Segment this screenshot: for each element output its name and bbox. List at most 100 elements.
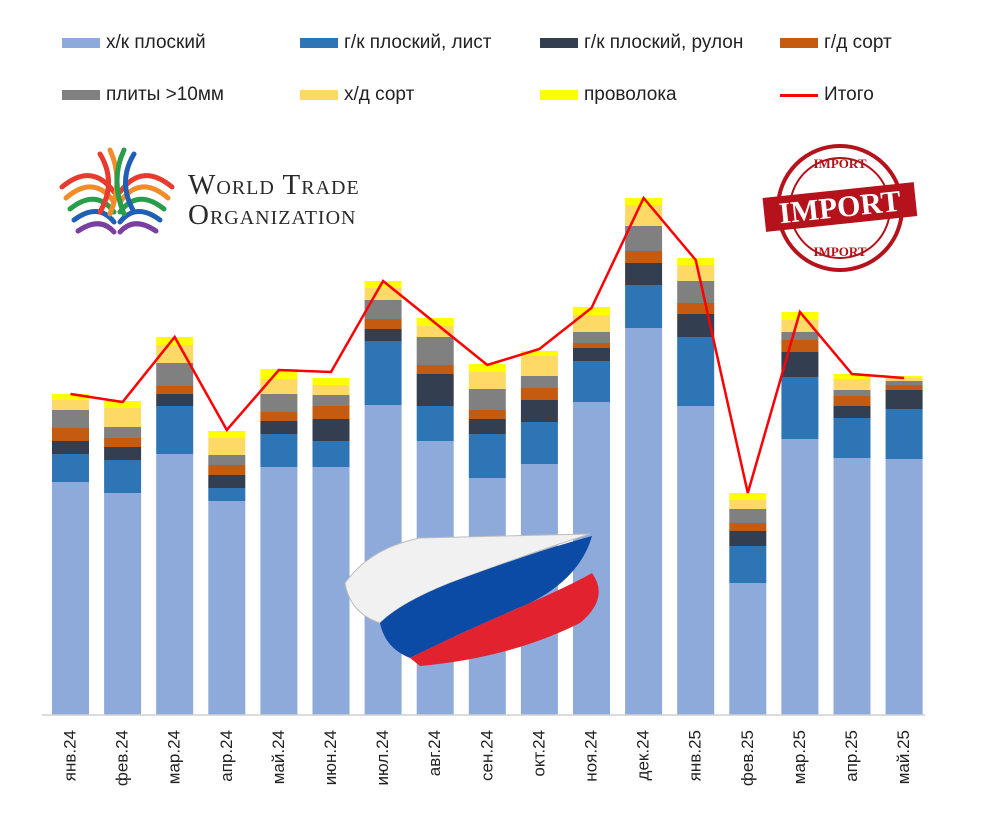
x-tick-label: июн.24 — [321, 730, 340, 785]
bar-segment — [885, 378, 923, 381]
x-tick-label: авг.24 — [425, 730, 444, 776]
legend-label: плиты >10мм — [106, 84, 224, 105]
bar-segment — [52, 400, 89, 410]
import-stamp: IMPORT IMPORT IMPORT — [760, 138, 920, 278]
bar-segment — [416, 326, 454, 337]
bar-segment — [625, 285, 663, 328]
bar-segment — [468, 410, 506, 419]
bar-segment — [833, 418, 871, 458]
legend-item: г/д сорт — [780, 32, 892, 54]
bar-segment — [364, 300, 402, 319]
bar-segment — [104, 427, 142, 438]
bar-segment — [312, 467, 350, 715]
bar-segment — [677, 265, 715, 281]
bar-segment — [52, 394, 89, 400]
x-tick-label: мар.24 — [165, 730, 184, 784]
bar-segment — [52, 410, 89, 428]
bar-segment — [885, 385, 923, 390]
bar-segment — [468, 364, 506, 372]
bar-segment — [416, 406, 454, 441]
chart-legend: х/к плоский г/к плоский, лист г/к плоский,… — [0, 0, 986, 130]
bar-segment — [156, 337, 194, 345]
bar-segment — [208, 455, 246, 465]
wto-emblem-icon — [59, 147, 175, 235]
legend-label: г/к плоский, лист — [344, 32, 492, 53]
bar-segment — [833, 458, 871, 715]
bar-segment — [468, 434, 506, 478]
bar-segment — [468, 372, 506, 389]
bar-segment — [625, 198, 663, 205]
bar-segment — [625, 328, 663, 715]
x-tick-label: июл.24 — [373, 730, 392, 785]
bar-segment — [104, 408, 142, 427]
bar-segment — [364, 341, 402, 405]
legend-item: г/к плоский, рулон — [540, 32, 743, 54]
bar-segment — [312, 395, 350, 406]
x-tick-label: дек.24 — [634, 730, 653, 780]
legend-label: г/д сорт — [824, 32, 892, 53]
x-tick-label: апр.25 — [842, 730, 861, 782]
x-tick-label: мар.25 — [790, 730, 809, 784]
bar-segment — [312, 378, 350, 385]
legend-swatch — [780, 38, 818, 48]
bar-segment — [677, 337, 715, 406]
bar-segment — [729, 509, 767, 523]
bar-segment — [312, 385, 350, 395]
bar-segment — [156, 386, 194, 394]
bar-segment — [520, 376, 558, 388]
legend-swatch — [300, 90, 338, 100]
legend-swatch — [62, 90, 100, 100]
bar-segment — [677, 303, 715, 314]
legend-item: х/д сорт — [300, 84, 414, 106]
bar-segment — [625, 251, 663, 263]
wto-logo — [52, 142, 432, 252]
legend-label: г/к плоский, рулон — [584, 32, 744, 53]
bar-segment — [520, 356, 558, 376]
bar-segment — [885, 459, 923, 715]
total-line-group — [70, 195, 905, 494]
bar-segment — [833, 390, 871, 396]
bar-segment — [833, 406, 871, 418]
legend-label: х/д сорт — [344, 84, 415, 105]
bar-segment — [573, 315, 610, 332]
bar-segment — [677, 406, 715, 715]
bar-segment — [416, 365, 454, 374]
bar-segment — [833, 396, 871, 406]
bar-segment — [260, 379, 298, 394]
x-tick-labels: янв.24 фев.24 мар.24 апр.24 май.24 июн.24 июл.… — [61, 730, 914, 786]
bar-segment — [52, 428, 89, 441]
x-tick-label: окт.24 — [529, 730, 548, 777]
bar-segment — [573, 332, 610, 343]
bar-segment — [208, 465, 246, 475]
x-tick-label: май.25 — [894, 730, 913, 784]
x-tick-label: фев.25 — [738, 730, 757, 786]
bar-segment — [312, 406, 350, 419]
legend-item: плиты >10мм — [62, 84, 224, 106]
bar-segment — [208, 475, 246, 488]
legend-swatch — [540, 90, 578, 100]
bar-segment — [416, 337, 454, 365]
bar-segment — [260, 394, 298, 412]
bar-segment — [520, 400, 558, 422]
bar-segment — [781, 439, 819, 715]
bar-segment — [104, 460, 142, 493]
bar-segment — [677, 281, 715, 303]
x-tick-label: фев.24 — [113, 730, 132, 786]
x-tick-label: сен.24 — [477, 730, 496, 781]
bar-segment — [364, 329, 402, 341]
bar-segment — [729, 531, 767, 546]
bar-segment — [729, 583, 767, 715]
bar-segment — [468, 419, 506, 434]
legend-label: х/к плоский — [106, 32, 206, 53]
bar-segment — [781, 332, 819, 340]
bar-segment — [208, 438, 246, 455]
legend-item: проволока — [540, 84, 677, 106]
legend-swatch — [62, 38, 100, 48]
x-tick-label: апр.24 — [217, 730, 236, 782]
bar-segment — [312, 441, 350, 467]
bar-segment — [260, 434, 298, 467]
bar-segment — [260, 421, 298, 434]
bar-segment — [625, 226, 663, 251]
bar-segment — [104, 493, 142, 715]
